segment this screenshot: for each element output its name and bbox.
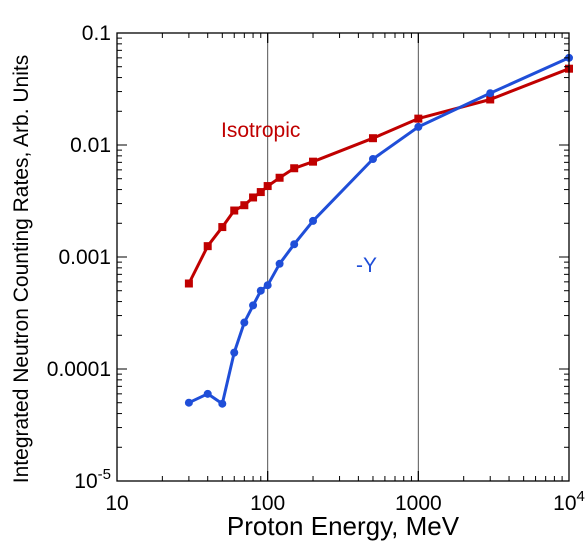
- data-point: [218, 223, 227, 232]
- data-point: [256, 188, 265, 197]
- tick-layer: [116, 32, 570, 482]
- data-point: [290, 240, 299, 249]
- data-point: [240, 201, 249, 210]
- data-point: [218, 399, 227, 408]
- data-point: [256, 286, 265, 295]
- y-tick-label: 0.0001: [47, 358, 111, 381]
- data-point: [249, 301, 258, 310]
- data-point: [203, 242, 212, 251]
- data-point: [230, 206, 239, 215]
- grid-layer: [267, 33, 419, 481]
- y-tick-label: 0.001: [58, 246, 111, 269]
- data-point: [275, 259, 284, 268]
- series-1: [184, 53, 573, 408]
- series-layer: [184, 53, 573, 408]
- data-point: [290, 164, 299, 173]
- data-point: [486, 95, 495, 104]
- x-axis-title: Proton Energy, MeV: [227, 511, 460, 541]
- label-layer: 10 100 1000 104 10-5 0.0001 0.001 0.01 0.1: [47, 22, 585, 515]
- data-point: [249, 193, 258, 202]
- data-point: [486, 89, 495, 98]
- y-tick-label: 0.01: [70, 134, 111, 157]
- x-tick-label: 1000: [395, 492, 442, 515]
- data-point: [184, 279, 193, 288]
- data-point: [309, 216, 318, 225]
- data-point: [230, 348, 239, 357]
- x-tick-label: 104: [553, 488, 585, 515]
- x-tick-label: 10: [105, 492, 128, 515]
- x-tick-label: 100: [250, 492, 285, 515]
- series-0: [184, 64, 573, 288]
- data-point: [203, 389, 212, 398]
- y-tick-label: 10-5: [74, 466, 111, 493]
- series-line: [187, 67, 570, 285]
- data-point: [263, 182, 272, 191]
- y-tick-label-exponent: -5: [98, 466, 111, 483]
- y-tick-label: 0.1: [82, 22, 111, 45]
- data-point: [184, 398, 193, 407]
- y-axis-title: Integrated Neutron Counting Rates, Arb. …: [10, 55, 33, 483]
- data-point: [240, 318, 249, 327]
- annotation-isotropic: Isotropic: [221, 119, 300, 142]
- data-point: [309, 157, 318, 166]
- data-point: [368, 154, 377, 163]
- data-point: [414, 114, 423, 123]
- annotation-neg-y: -Y: [356, 254, 377, 277]
- data-point: [368, 134, 377, 143]
- series-line: [188, 56, 570, 406]
- x-tick-label-exponent: 4: [577, 488, 585, 505]
- data-point: [263, 281, 272, 290]
- plot-frame: [116, 32, 570, 482]
- data-point: [414, 122, 423, 131]
- data-point: [275, 173, 284, 182]
